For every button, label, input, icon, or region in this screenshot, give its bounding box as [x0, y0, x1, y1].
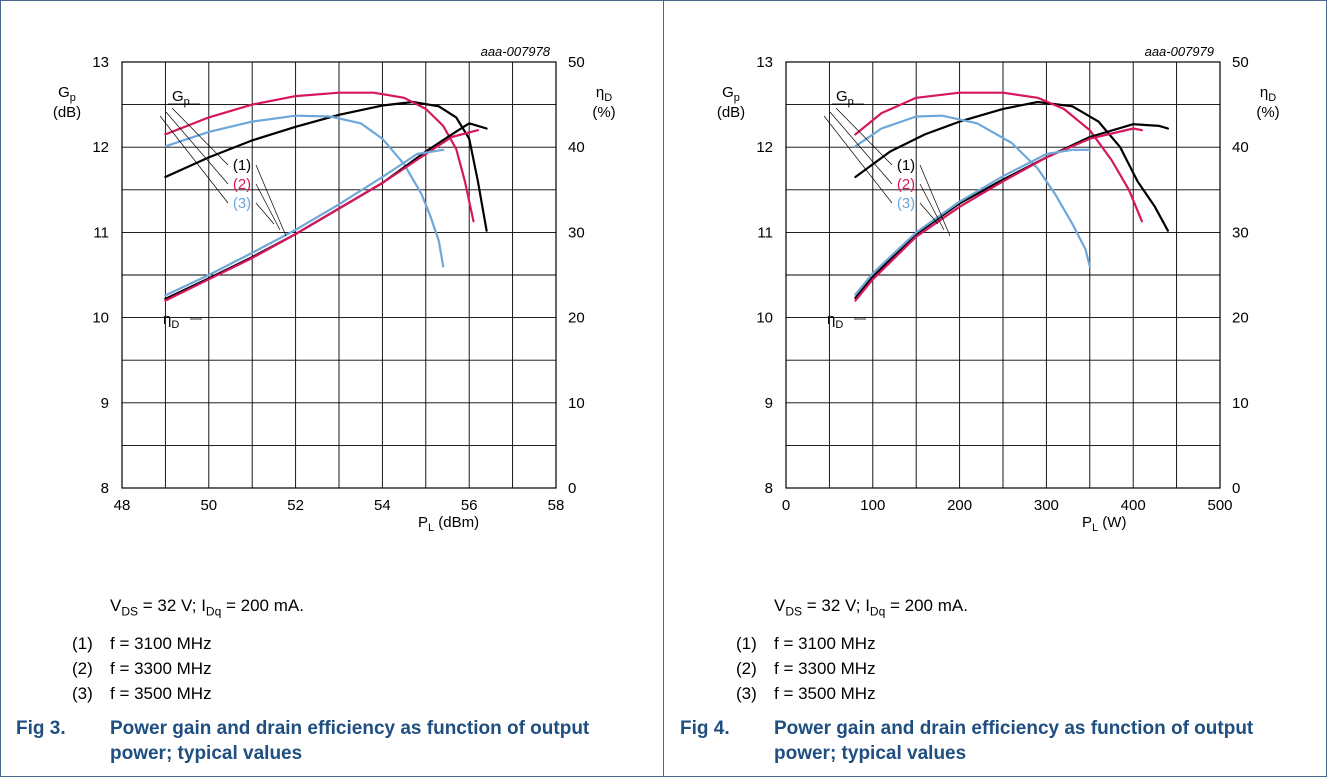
- y-tick-label-left: 11: [757, 224, 773, 241]
- legend-item-2: (2) f = 3300 MHz: [72, 659, 212, 678]
- plot-frame: [121, 61, 557, 489]
- curve-id-label-1: (1): [233, 157, 251, 174]
- y-tick-label-right: 10: [1232, 395, 1249, 412]
- eta-pointer-2: [255, 183, 281, 231]
- x-tick-label: 52: [287, 497, 304, 514]
- y-tick-label-left: 9: [101, 395, 109, 412]
- test-condition: VDS = 32 V; IDq = 200 mA.: [110, 596, 304, 619]
- x-tick-label: 500: [1207, 497, 1232, 514]
- x-tick-label: 100: [860, 497, 885, 514]
- y-tick-label-left: 10: [756, 310, 773, 327]
- x-tick-label: 50: [200, 497, 217, 514]
- y-axis-unit-right: (%): [1256, 104, 1279, 121]
- gp-pointer-3: [159, 115, 229, 204]
- figure-number: Fig 4.: [680, 718, 730, 739]
- y-tick-label-left: 10: [92, 310, 109, 327]
- series-line-gp-2: [854, 91, 1143, 223]
- figure-title: Power gain and drain efficiency as funct…: [774, 718, 1254, 764]
- legend-item-1: (1) f = 3100 MHz: [72, 634, 212, 653]
- gp-curve-label: Gp: [172, 88, 190, 108]
- y-tick-label-left: 13: [92, 54, 109, 71]
- series-line-eta-2: [854, 127, 1143, 302]
- y-axis-unit-left: (dB): [717, 104, 745, 121]
- eta-pointer-3: [919, 202, 939, 225]
- legend-item-1: (1) f = 3100 MHz: [736, 634, 876, 653]
- y-tick-label-left: 12: [92, 139, 109, 156]
- gp-pointer-1: [171, 107, 229, 166]
- x-tick-label: 400: [1121, 497, 1146, 514]
- curve-id-label-1: (1): [897, 157, 915, 174]
- legend-item-3: (3) f = 3500 MHz: [736, 684, 876, 703]
- gp-pointer-2: [829, 111, 893, 185]
- x-tick-label: 58: [548, 497, 565, 514]
- figure-number: Fig 3.: [16, 718, 66, 739]
- x-tick-label: 0: [782, 497, 790, 514]
- curve-id-label-2: (2): [233, 176, 251, 193]
- eta-pointer-1: [255, 164, 287, 237]
- eta-curve-label: ηD: [163, 311, 179, 331]
- y-tick-label-left: 13: [756, 54, 773, 71]
- eta-pointer-2: [919, 183, 945, 231]
- plot-frame: [785, 61, 1221, 489]
- legend-item-3: (3) f = 3500 MHz: [72, 684, 212, 703]
- series-line-eta-2: [164, 129, 479, 302]
- y-axis-label-right: ηD: [1260, 84, 1276, 104]
- series-line-gp-3: [164, 114, 445, 268]
- y-tick-label-right: 20: [568, 310, 585, 327]
- y-tick-label-right: 50: [568, 54, 585, 71]
- y-tick-label-left: 9: [765, 395, 773, 412]
- eta-curve-label: ηD: [827, 311, 843, 331]
- y-tick-label-left: 8: [765, 480, 773, 497]
- y-tick-label-right: 30: [568, 224, 585, 241]
- curve-id-label-2: (2): [897, 176, 915, 193]
- y-tick-label-right: 40: [1232, 139, 1249, 156]
- chart-id-label: aaa-007978: [481, 44, 551, 59]
- eta-pointer-3: [255, 202, 275, 225]
- figure-title: Power gain and drain efficiency as funct…: [110, 718, 590, 764]
- series-line-gp-2: [164, 91, 475, 223]
- eta-pointer-1: [919, 164, 951, 237]
- x-axis-label: PL (W): [1082, 514, 1126, 534]
- x-axis-label: PL (dBm): [418, 514, 479, 534]
- x-tick-label: 56: [461, 497, 478, 514]
- figure-panel-4: 0 100 200 300 400 500 8 9 10 11 12 13 0 10 20 30 40 50 Gp(…: [664, 0, 1327, 777]
- x-tick-label: 200: [947, 497, 972, 514]
- gp-pointer-3: [823, 115, 893, 204]
- y-tick-label-left: 12: [756, 139, 773, 156]
- y-tick-label-right: 10: [568, 395, 585, 412]
- curve-id-label-3: (3): [897, 195, 915, 212]
- chart-fig4: 0 100 200 300 400 500891011121301020304050Gp(…: [717, 44, 1280, 534]
- y-tick-label-right: 50: [1232, 54, 1249, 71]
- x-tick-label: 48: [114, 497, 131, 514]
- y-tick-label-right: 40: [568, 139, 585, 156]
- y-axis-label-left: Gp: [58, 84, 76, 104]
- test-condition: VDS = 32 V; IDq = 200 mA.: [774, 596, 968, 619]
- figure-panel-3: 48 50 52 54 56 58 8 9 10 11 12 13 0 10 20 30 40 50 Gp (dB) η…: [0, 0, 663, 777]
- y-tick-label-right: 30: [1232, 224, 1249, 241]
- gp-pointer-2: [165, 111, 229, 185]
- y-tick-label-right: 0: [568, 480, 576, 497]
- series-line-eta-3: [854, 148, 1091, 296]
- y-tick-label-left: 8: [101, 480, 109, 497]
- gp-curve-label: Gp: [836, 88, 854, 108]
- y-axis-label-left: Gp: [722, 84, 740, 104]
- y-axis-unit-right: (%): [592, 104, 615, 121]
- x-tick-label: 300: [1034, 497, 1059, 514]
- panel-divider: [663, 0, 664, 777]
- y-tick-label-right: 20: [1232, 310, 1249, 327]
- series-line-eta-3: [164, 148, 445, 297]
- chart-fig3: 48 50 52 54 56 58891011121301020304050Gp(dB)η…: [53, 44, 616, 534]
- curve-id-label-3: (3): [233, 195, 251, 212]
- gp-pointer-1: [835, 107, 893, 166]
- y-axis-label-right: ηD: [596, 84, 612, 104]
- series-line-gp-3: [854, 114, 1091, 268]
- x-tick-label: 54: [374, 497, 391, 514]
- legend-item-2: (2) f = 3300 MHz: [736, 659, 876, 678]
- y-tick-label-left: 11: [93, 224, 109, 241]
- y-axis-unit-left: (dB): [53, 104, 81, 121]
- chart-id-label: aaa-007979: [1145, 44, 1214, 59]
- y-tick-label-right: 0: [1232, 480, 1240, 497]
- series-line-gp-1: [164, 100, 488, 232]
